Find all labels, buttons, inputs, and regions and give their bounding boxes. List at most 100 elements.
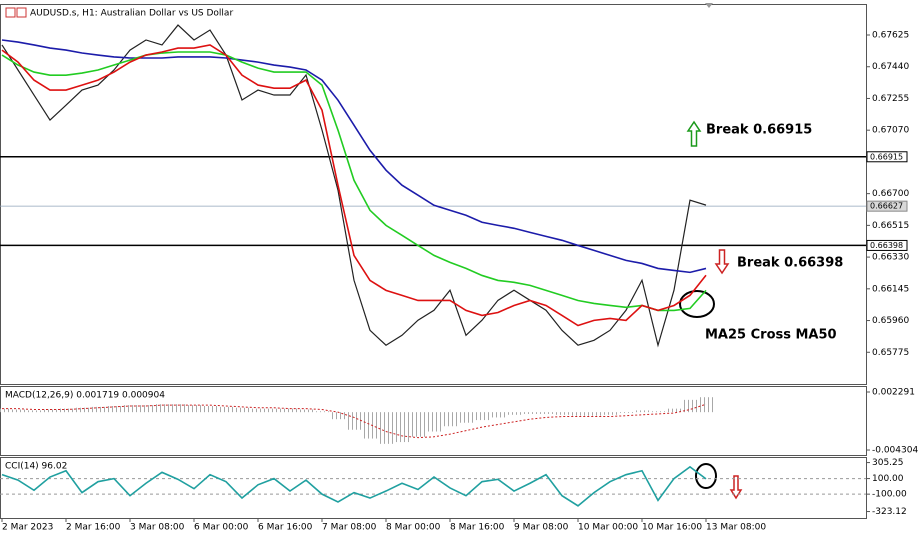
histogram-bar <box>376 412 377 439</box>
histogram-bar <box>668 408 669 413</box>
histogram-bar <box>608 412 609 415</box>
icon <box>16 7 27 18</box>
histogram-bar <box>48 409 49 413</box>
histogram-bar <box>320 411 321 413</box>
cci-title: CCI(14) 96.02 <box>5 462 67 472</box>
cci-panel <box>0 457 867 519</box>
histogram-bar <box>572 412 573 416</box>
histogram-bar <box>80 407 81 413</box>
main-panel <box>0 4 867 385</box>
histogram-bar <box>108 406 109 413</box>
histogram-bar <box>232 406 233 413</box>
histogram-bar <box>244 407 245 413</box>
histogram-bar <box>568 412 569 415</box>
histogram-bar <box>636 410 637 413</box>
histogram-bar <box>436 412 437 432</box>
histogram-bar <box>256 408 257 413</box>
histogram-bar <box>240 407 241 413</box>
histogram-bar <box>84 407 85 413</box>
histogram-bar <box>288 408 289 413</box>
histogram-bar <box>400 412 401 443</box>
y-tick-label: -100.00 <box>872 490 907 500</box>
y-tick-label: 0.67255 <box>872 94 909 104</box>
x-tick-label: 6 Mar 00:00 <box>194 523 249 533</box>
histogram-bar <box>480 412 481 421</box>
down-arrow <box>729 475 743 500</box>
histogram-bar <box>712 397 713 413</box>
y-tick-label: -0.004304 <box>872 446 918 456</box>
histogram-bar <box>68 408 69 413</box>
histogram-bar <box>324 411 325 413</box>
series-line <box>1 465 707 507</box>
histogram-bar <box>564 412 565 415</box>
x-tick-label: 9 Mar 08:00 <box>514 523 569 533</box>
histogram-bar <box>464 412 465 423</box>
histogram-bar <box>356 412 357 430</box>
histogram-bar <box>580 412 581 416</box>
histogram-bar <box>148 405 149 413</box>
histogram-bar <box>424 412 425 437</box>
histogram-bar <box>112 406 113 413</box>
histogram-bar <box>660 411 661 413</box>
y-tick-label: 0.002291 <box>872 388 915 398</box>
histogram-bar <box>180 404 181 413</box>
histogram-bar <box>432 412 433 432</box>
y-tick-label: 0.67070 <box>872 126 909 136</box>
histogram-bar <box>652 411 653 413</box>
histogram-bar <box>76 407 77 413</box>
histogram-bar <box>276 408 277 413</box>
histogram-bar <box>632 412 633 414</box>
series-line <box>1 51 707 312</box>
histogram-bar <box>164 404 165 413</box>
histogram-bar <box>4 408 5 413</box>
histogram-bar <box>348 412 349 430</box>
histogram-bar <box>484 412 485 421</box>
histogram-bar <box>560 412 561 415</box>
histogram-bar <box>300 409 301 413</box>
histogram-bar <box>196 405 197 413</box>
histogram-bar <box>584 412 585 416</box>
header-icons <box>5 7 27 18</box>
histogram-bar <box>284 408 285 413</box>
histogram-bar <box>692 399 693 413</box>
histogram-bar <box>52 409 53 413</box>
cci-circle <box>695 463 717 489</box>
histogram-bar <box>328 411 329 413</box>
histogram-bar <box>604 412 605 415</box>
y-tick-label: -323.12 <box>872 507 907 517</box>
histogram-bar <box>0 408 1 413</box>
histogram-bar <box>336 412 337 420</box>
histogram-bar <box>404 412 405 443</box>
histogram-bar <box>536 412 537 414</box>
y-tick-label: 0.65775 <box>872 348 909 358</box>
histogram-bar <box>596 412 597 416</box>
histogram-bar <box>624 412 625 414</box>
histogram-bar <box>340 412 341 420</box>
histogram-bar <box>696 399 697 413</box>
histogram-bar <box>36 410 37 413</box>
histogram-bar <box>252 408 253 413</box>
annotation: Break 0.66398 <box>737 256 843 271</box>
histogram-bar <box>468 412 469 423</box>
histogram-bar <box>24 409 25 413</box>
histogram-bar <box>272 408 273 413</box>
histogram-bar <box>408 412 409 443</box>
annotation: Break 0.66915 <box>706 123 812 138</box>
histogram-bar <box>616 412 617 415</box>
histogram-bar <box>360 412 361 430</box>
histogram-bar <box>144 405 145 413</box>
histogram-bar <box>392 412 393 444</box>
y-tick-label: 0.67440 <box>872 62 909 72</box>
y-tick-label: 0.66700 <box>872 189 909 199</box>
histogram-bar <box>212 406 213 413</box>
histogram-bar <box>440 412 441 432</box>
histogram-bar <box>676 408 677 413</box>
histogram-bar <box>32 410 33 413</box>
series-line <box>1 39 707 274</box>
icon <box>5 7 16 18</box>
histogram-bar <box>500 412 501 418</box>
histogram-bar <box>704 397 705 413</box>
histogram-bar <box>224 406 225 413</box>
histogram-bar <box>344 412 345 420</box>
